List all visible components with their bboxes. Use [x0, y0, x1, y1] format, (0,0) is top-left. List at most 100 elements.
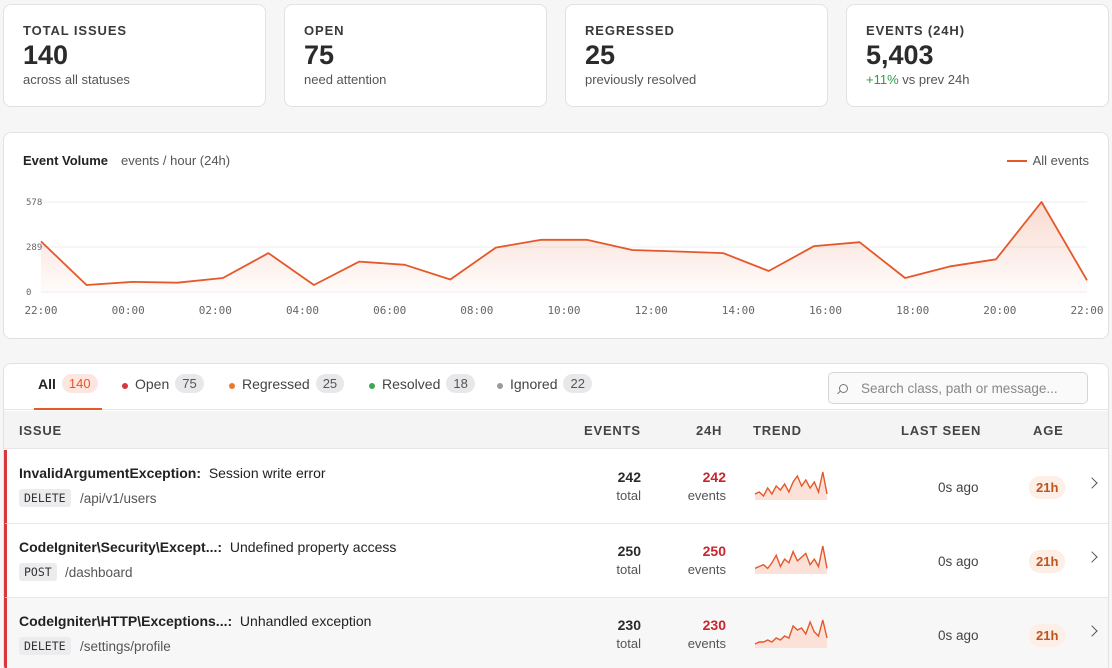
http-method-badge: POST: [19, 563, 57, 581]
table-row[interactable]: InvalidArgumentException: Session write …: [4, 450, 1108, 524]
events-24h-count: 230: [702, 617, 726, 633]
x-tick-label: 04:00: [286, 304, 319, 317]
kpi-value: 75: [304, 40, 335, 70]
events-24h-count: 242: [702, 469, 726, 485]
col-24h[interactable]: 24H: [696, 423, 723, 438]
events-24h-unit: events: [687, 636, 726, 651]
tab-label: All: [38, 376, 56, 392]
tab-count: 140: [61, 374, 98, 393]
x-tick-label: 00:00: [112, 304, 145, 317]
kpi-delta-text: vs prev 24h: [898, 72, 970, 87]
request-path: /settings/profile: [80, 639, 171, 654]
resolved-dot-icon: [369, 383, 375, 389]
http-method-badge: DELETE: [19, 637, 71, 655]
events-total: 230 total: [616, 617, 641, 651]
issue-message: Unhandled exception: [239, 613, 372, 629]
kpi-sub: need attention: [304, 72, 387, 87]
search-input[interactable]: [861, 380, 1081, 396]
tab-label: Ignored: [510, 376, 558, 392]
col-last-seen[interactable]: LAST SEEN: [901, 423, 982, 438]
x-tick-label: 22:00: [24, 304, 57, 317]
legend-swatch: [1006, 159, 1027, 162]
events-24h: 250 events: [688, 543, 726, 577]
table-row[interactable]: CodeIgniter\HTTP\Exceptions...: Unhandle…: [4, 598, 1108, 668]
x-tick-label: 16:00: [809, 304, 842, 317]
kpi-sub: across all statuses: [23, 72, 130, 87]
event-volume-chart: Event Volume events / hour (24h) All eve…: [3, 132, 1109, 339]
tab-open[interactable]: Open 75: [122, 374, 204, 410]
events-unit: total: [616, 488, 641, 503]
kpi-delta: +11%: [866, 72, 899, 87]
events-24h-count: 250: [702, 543, 726, 559]
chart-title: Event Volume: [23, 153, 109, 168]
tab-regressed[interactable]: Regressed 25: [229, 374, 345, 410]
tab-all[interactable]: All 140: [34, 374, 102, 410]
issues-panel: All 140 Open 75 Regressed 25 Resolved 18…: [3, 363, 1109, 668]
sparkline-line: [754, 545, 828, 570]
tab-label: Resolved: [382, 376, 441, 392]
x-tick-label: 18:00: [896, 304, 929, 317]
issue-title: InvalidArgumentException: Session write …: [19, 465, 326, 481]
kpi-label: EVENTS (24H): [866, 23, 965, 38]
status-tabs: All 140 Open 75 Regressed 25 Resolved 18…: [4, 364, 1108, 410]
issue-message: Session write error: [208, 465, 326, 481]
events-total: 250 total: [616, 543, 641, 577]
kpi-label: TOTAL ISSUES: [23, 23, 127, 38]
tab-count: 18: [446, 374, 475, 393]
kpi-total-issues: TOTAL ISSUES 140 across all statuses: [3, 4, 266, 107]
col-age[interactable]: AGE: [1033, 423, 1064, 438]
kpi-value: 25: [585, 40, 616, 70]
age-badge: 21h: [1029, 476, 1066, 499]
issue-class: CodeIgniter\HTTP\Exceptions...:: [19, 613, 233, 629]
issue-class: CodeIgniter\Security\Except...:: [19, 539, 223, 555]
tab-resolved[interactable]: Resolved 18: [369, 374, 475, 410]
col-trend: TREND: [753, 423, 802, 438]
events-24h-unit: events: [687, 488, 726, 503]
trend-sparkline: [754, 545, 828, 574]
sparkline-line: [754, 471, 828, 498]
age-badge: 21h: [1029, 624, 1066, 647]
x-tick-label: 22:00: [1070, 304, 1103, 317]
x-tick-label: 10:00: [547, 304, 580, 317]
last-seen: 0s ago: [938, 554, 979, 569]
x-tick-label: 06:00: [373, 304, 406, 317]
last-seen: 0s ago: [938, 480, 979, 495]
events-count: 242: [617, 469, 641, 485]
chevron-right-icon[interactable]: [1086, 625, 1098, 637]
y-tick-label: 0: [26, 288, 31, 298]
regressed-dot-icon: [229, 383, 235, 389]
col-issue[interactable]: ISSUE: [19, 423, 63, 438]
tab-label: Open: [135, 376, 170, 392]
series-line-all-events: [40, 201, 1088, 286]
request-path: /dashboard: [65, 565, 133, 580]
search-box[interactable]: [828, 372, 1088, 404]
y-tick-label: 289: [26, 243, 42, 253]
issue-message: Undefined property access: [229, 539, 397, 555]
legend-label: All events: [1032, 153, 1089, 168]
sparkline-area: [755, 546, 827, 574]
last-seen: 0s ago: [938, 628, 979, 643]
trend-sparkline: [754, 471, 828, 500]
table-header: ISSUE EVENTS 24H TREND LAST SEEN AGE: [4, 411, 1108, 449]
age-badge: 21h: [1029, 550, 1066, 573]
kpi-open: OPEN 75 need attention: [284, 4, 547, 107]
events-total: 242 total: [616, 469, 641, 503]
tab-count: 22: [563, 374, 592, 393]
http-method-badge: DELETE: [19, 489, 71, 507]
events-count: 230: [617, 617, 641, 633]
chevron-right-icon[interactable]: [1086, 477, 1098, 489]
open-dot-icon: [122, 383, 128, 389]
events-unit: total: [616, 636, 641, 651]
chart-subtitle: events / hour (24h): [121, 153, 231, 168]
trend-sparkline: [754, 619, 828, 648]
col-events[interactable]: EVENTS: [584, 423, 641, 438]
tab-count: 25: [315, 374, 345, 393]
kpi-events-24h: EVENTS (24H) 5,403 +11% vs prev 24h: [846, 4, 1109, 107]
tab-ignored[interactable]: Ignored 22: [497, 374, 592, 410]
chevron-right-icon[interactable]: [1086, 551, 1098, 563]
y-tick-label: 578: [26, 198, 42, 208]
table-row[interactable]: CodeIgniter\Security\Except...: Undefine…: [4, 524, 1108, 598]
x-tick-label: 12:00: [635, 304, 668, 317]
chart-plot: 0 289 578 22:00 00:00 02:00 04:00 06:00 08:00 10:…: [24, 198, 1103, 317]
kpi-regressed: REGRESSED 25 previously resolved: [565, 4, 828, 107]
